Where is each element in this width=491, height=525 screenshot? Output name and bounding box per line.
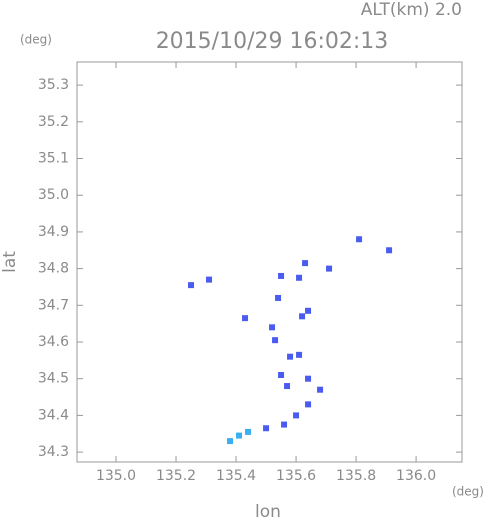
y-tick-label: 34.7 bbox=[38, 297, 69, 313]
echo-point bbox=[326, 265, 333, 272]
y-axis-label: lat bbox=[0, 251, 20, 273]
x-axis-label: lon bbox=[255, 502, 281, 521]
echo-point bbox=[275, 294, 282, 301]
echo-point bbox=[278, 272, 285, 279]
y-unit: (deg) bbox=[20, 33, 52, 47]
echo-point bbox=[278, 372, 285, 379]
x-tick-label: 135.6 bbox=[276, 468, 316, 484]
y-tick-label: 35.1 bbox=[38, 151, 69, 167]
y-tick-label: 35.3 bbox=[38, 77, 69, 93]
echo-point bbox=[302, 260, 309, 267]
echo-point bbox=[188, 282, 195, 289]
echo-point bbox=[356, 236, 363, 243]
x-tick-label: 135.0 bbox=[96, 468, 136, 484]
y-tick-label: 34.5 bbox=[38, 371, 69, 387]
echo-point bbox=[227, 438, 234, 445]
y-tick-label: 35.0 bbox=[38, 187, 69, 203]
echo-point bbox=[236, 432, 243, 439]
y-tick-label: 34.3 bbox=[38, 444, 69, 460]
x-tick-label: 135.8 bbox=[336, 468, 376, 484]
y-tick-label: 34.6 bbox=[38, 334, 69, 350]
echo-point bbox=[206, 276, 213, 283]
echo-point bbox=[296, 351, 303, 358]
x-tick-label: 135.4 bbox=[216, 468, 256, 484]
echo-point bbox=[281, 421, 288, 428]
y-tick-label: 34.4 bbox=[38, 407, 69, 423]
echo-point bbox=[296, 274, 303, 281]
echo-point bbox=[287, 353, 294, 360]
echo-point bbox=[263, 425, 270, 432]
echo-point bbox=[242, 315, 249, 322]
x-unit: (deg) bbox=[452, 485, 484, 499]
echo-point bbox=[284, 383, 291, 390]
echo-point bbox=[317, 386, 324, 393]
y-tick-label: 35.2 bbox=[38, 114, 69, 130]
echo-point bbox=[272, 337, 279, 344]
echo-point bbox=[293, 412, 300, 419]
echo-point bbox=[386, 247, 393, 254]
chart-title: 2015/10/29 16:02:13 bbox=[156, 29, 389, 54]
echo-point bbox=[305, 307, 312, 314]
x-tick-label: 136.0 bbox=[396, 468, 436, 484]
plot-frame bbox=[76, 61, 463, 463]
echo-point bbox=[269, 324, 276, 331]
y-tick-label: 34.8 bbox=[38, 261, 69, 277]
echo-point bbox=[305, 375, 312, 382]
echo-point bbox=[299, 313, 306, 320]
y-tick-label: 34.9 bbox=[38, 224, 69, 240]
echo-point bbox=[245, 428, 252, 435]
echo-point bbox=[305, 401, 312, 408]
x-tick-label: 135.2 bbox=[156, 468, 196, 484]
altitude-label: ALT(km) 2.0 bbox=[361, 0, 462, 20]
